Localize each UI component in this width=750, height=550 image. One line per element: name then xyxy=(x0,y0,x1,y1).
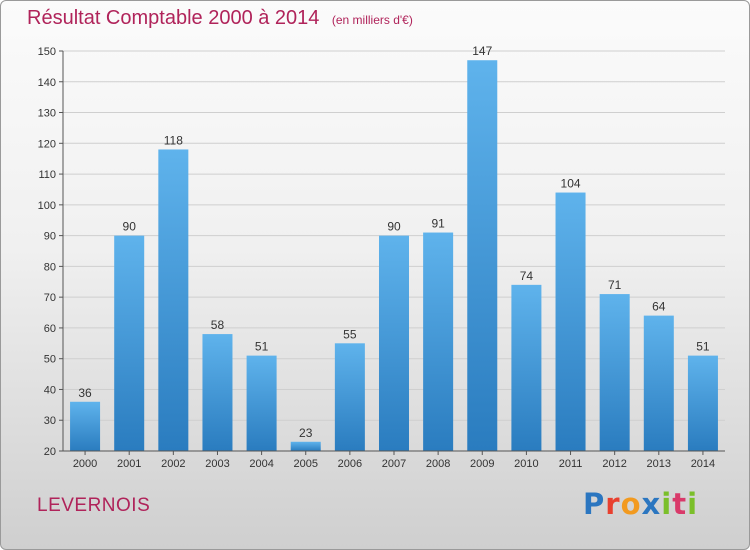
logo-letter: i xyxy=(687,487,699,521)
bar-2007 xyxy=(378,235,410,451)
data-label-2007: 90 xyxy=(387,220,401,234)
y-tick-label: 40 xyxy=(44,384,56,396)
bar-2014 xyxy=(687,355,718,451)
data-label-2014: 51 xyxy=(696,340,710,354)
x-tick-label: 2010 xyxy=(514,458,538,470)
data-label-2009: 147 xyxy=(472,44,492,58)
data-label-2013: 64 xyxy=(652,300,666,314)
logo-letter: o xyxy=(620,487,642,521)
x-tick-label: 2008 xyxy=(426,458,450,470)
bar-2013 xyxy=(643,315,674,451)
data-label-2012: 71 xyxy=(608,278,622,292)
bar-2008 xyxy=(423,232,454,451)
logo-letter: x xyxy=(641,487,662,521)
y-tick-label: 70 xyxy=(44,292,56,304)
bar-2005 xyxy=(290,441,321,451)
bar-layer: 36 90 118 58 51 23 55 90 91 147 74 104 71 64 51 xyxy=(70,44,718,452)
data-label-2011: 104 xyxy=(561,177,581,191)
x-tick-label: 2007 xyxy=(382,458,406,470)
y-tick-label: 30 xyxy=(44,415,56,427)
data-label-2008: 91 xyxy=(431,217,445,231)
data-label-2003: 58 xyxy=(211,318,225,332)
x-tick-label: 2006 xyxy=(338,458,362,470)
bar-2004 xyxy=(246,355,277,451)
bar-2000 xyxy=(70,401,101,451)
y-tick-label: 100 xyxy=(38,200,56,212)
bar-2003 xyxy=(202,334,233,451)
x-tick-label: 2000 xyxy=(73,458,97,470)
data-label-2005: 23 xyxy=(299,426,313,440)
title-unit: (en milliers d'€) xyxy=(331,13,413,27)
x-tick-label: 2003 xyxy=(205,458,229,470)
logo-letter: i xyxy=(661,487,673,521)
y-tick-label: 120 xyxy=(38,138,56,150)
y-tick-label: 90 xyxy=(44,231,56,243)
x-tick-label: 2014 xyxy=(691,458,715,470)
bar-2006 xyxy=(334,343,365,451)
data-label-2000: 36 xyxy=(78,386,92,400)
bar-2011 xyxy=(555,192,586,452)
bar-2012 xyxy=(599,294,630,451)
y-tick-label: 130 xyxy=(38,108,56,120)
x-tick-label: 2009 xyxy=(470,458,494,470)
logo-letter: r xyxy=(605,487,621,521)
y-tick-label: 60 xyxy=(44,323,56,335)
logo-letter: P xyxy=(583,487,606,521)
data-label-2004: 51 xyxy=(255,340,269,354)
x-tick-label: 2011 xyxy=(559,458,583,470)
x-tick-label: 2001 xyxy=(117,458,141,470)
data-label-2001: 90 xyxy=(123,220,137,234)
x-tick-label: 2005 xyxy=(293,458,317,470)
y-tick-label: 150 xyxy=(38,46,56,58)
y-tick-label: 140 xyxy=(38,77,56,89)
x-tick-label: 2002 xyxy=(161,458,185,470)
bar-2010 xyxy=(511,284,542,451)
bar-2009 xyxy=(467,60,498,451)
x-tick-label: 2012 xyxy=(602,458,626,470)
proxiti-logo[interactable]: Proxiti xyxy=(583,487,698,521)
bar-2001 xyxy=(114,235,145,451)
y-tick-label: 80 xyxy=(44,261,56,273)
y-tick-label: 50 xyxy=(44,354,56,366)
data-label-2006: 55 xyxy=(343,327,357,341)
y-tick-label: 20 xyxy=(44,446,56,458)
x-tick-label: 2013 xyxy=(647,458,671,470)
logo-letter: t xyxy=(672,487,688,521)
data-label-2002: 118 xyxy=(164,133,183,147)
axis-layer: 20 30 40 50 60 70 80 90 100 110 120 130 140 150 2000 20… xyxy=(38,46,725,470)
commune-name: LEVERNOIS xyxy=(37,495,151,516)
data-label-2010: 74 xyxy=(520,269,534,283)
chart-title: Résultat Comptable 2000 à 2014 (en milli… xyxy=(27,7,413,30)
x-tick-label: 2004 xyxy=(249,458,273,470)
title-main: Résultat Comptable 2000 à 2014 xyxy=(27,7,320,29)
y-tick-label: 110 xyxy=(38,169,56,181)
bar-2002 xyxy=(158,149,189,451)
